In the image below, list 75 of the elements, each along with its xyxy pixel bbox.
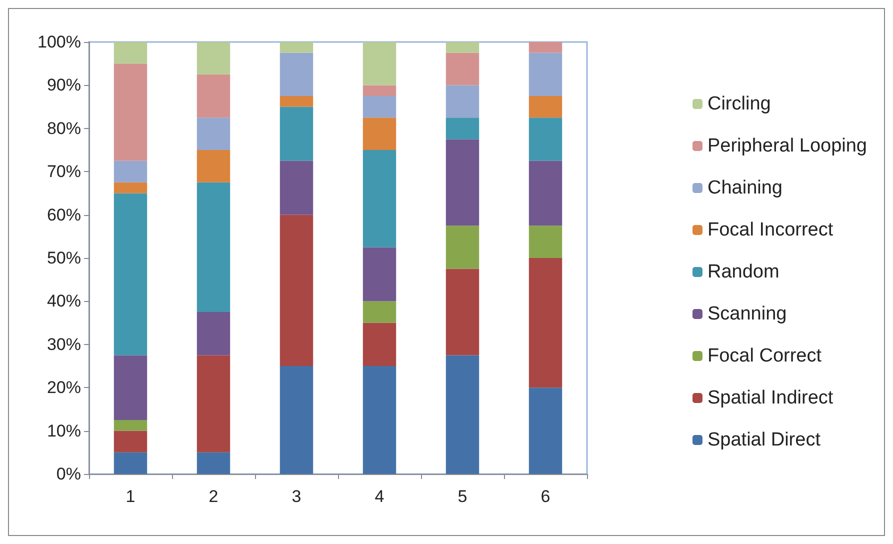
bar	[196, 118, 230, 150]
x-tick-label: 5	[458, 487, 468, 506]
bar	[446, 85, 480, 118]
bar	[114, 64, 148, 161]
y-tick-label: 40%	[46, 292, 81, 311]
bar	[362, 118, 396, 150]
bar	[528, 42, 562, 53]
bar	[528, 52, 562, 96]
y-tick-label: 0%	[56, 464, 81, 484]
bar	[196, 182, 230, 312]
bar	[280, 52, 314, 96]
legend-label: Spatial Indirect	[707, 388, 834, 408]
y-tick-label: 90%	[46, 76, 81, 95]
bar	[114, 452, 148, 474]
bar	[446, 268, 480, 356]
bar	[114, 42, 148, 64]
bar	[446, 118, 480, 140]
bar	[528, 96, 562, 118]
bar	[280, 160, 314, 215]
x-tick-label: 3	[292, 487, 302, 506]
x-tick-label: 2	[208, 487, 218, 506]
y-tick-label: 20%	[46, 378, 81, 398]
bar	[446, 139, 480, 226]
legend-label: Random	[707, 262, 780, 282]
bar	[114, 355, 148, 420]
bar	[114, 182, 148, 194]
bar	[528, 118, 562, 161]
x-tick-label: 4	[374, 487, 384, 506]
bar	[528, 388, 562, 474]
bar	[362, 96, 396, 118]
bar	[446, 42, 480, 53]
bar	[114, 420, 148, 431]
bar	[362, 150, 396, 248]
bar	[114, 193, 148, 356]
bar	[446, 52, 480, 86]
y-tick-label: 60%	[46, 205, 81, 224]
legend-label: Focal Incorrect	[707, 220, 834, 240]
y-tick-label: 30%	[46, 334, 81, 354]
legend-label: Circling	[707, 94, 771, 114]
bar	[528, 258, 562, 388]
bar	[528, 160, 562, 226]
bar	[446, 355, 480, 474]
bar	[362, 247, 396, 302]
bar	[362, 85, 396, 96]
bar	[196, 74, 230, 118]
bar	[196, 355, 230, 452]
bar	[196, 452, 230, 474]
legend-label: Peripheral Looping	[707, 136, 868, 156]
bar	[528, 226, 562, 258]
bar	[280, 106, 314, 161]
bar	[114, 430, 148, 452]
y-tick-label: 80%	[46, 118, 81, 138]
bar	[114, 160, 148, 182]
legend-label: Scanning	[707, 304, 787, 324]
bar	[362, 322, 396, 366]
y-tick-label: 10%	[46, 421, 81, 440]
bar	[196, 150, 230, 182]
bar	[280, 214, 314, 366]
bar	[280, 96, 314, 107]
y-tick-label: 50%	[46, 248, 81, 268]
bar	[196, 312, 230, 356]
legend-label: Spatial Direct	[707, 430, 822, 450]
bar	[446, 226, 480, 269]
y-tick-label: 100%	[38, 32, 81, 52]
x-tick-label: 6	[540, 487, 550, 506]
bar	[362, 42, 396, 86]
y-tick-label: 70%	[46, 162, 81, 182]
bar	[280, 366, 314, 474]
bar	[280, 42, 314, 53]
legend-label: Focal Correct	[707, 346, 822, 366]
x-tick-label: 1	[126, 487, 136, 506]
bar	[362, 301, 396, 323]
bar	[196, 42, 230, 74]
bar	[362, 366, 396, 474]
legend-label: Chaining	[707, 178, 782, 198]
